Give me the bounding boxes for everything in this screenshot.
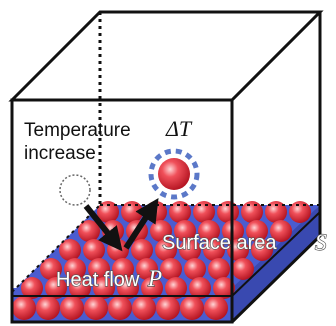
sphere [107,239,129,261]
sphere [289,201,311,223]
heat-symbol: P [147,266,162,291]
sphere [241,201,263,223]
sphere [83,239,105,261]
cube-top [12,12,320,100]
sphere [232,258,254,280]
heat-flow-label: Heat flow [56,269,140,291]
sphere [180,296,204,320]
original-position [60,175,90,205]
sphere [204,296,228,320]
sphere [193,201,215,223]
sphere [60,296,84,320]
sphere [132,296,156,320]
sphere [84,296,108,320]
surface-area-label: Surface area [162,232,277,254]
sphere [208,258,230,280]
sphere [108,296,132,320]
diagram: Temperature increase ΔT Surface area S H… [0,0,336,326]
sphere [36,296,60,320]
sphere [12,296,36,320]
temperature-label: increase [24,143,96,164]
sphere-layer [12,201,320,322]
sphere [121,201,143,223]
delta-t-label: ΔT [165,116,193,141]
sphere [184,258,206,280]
temperature-label: Temperature [24,120,131,141]
sphere [156,296,180,320]
sphere [131,239,153,261]
sphere [160,258,182,280]
surface-symbol: S [315,230,327,255]
excited-sphere [158,158,190,190]
